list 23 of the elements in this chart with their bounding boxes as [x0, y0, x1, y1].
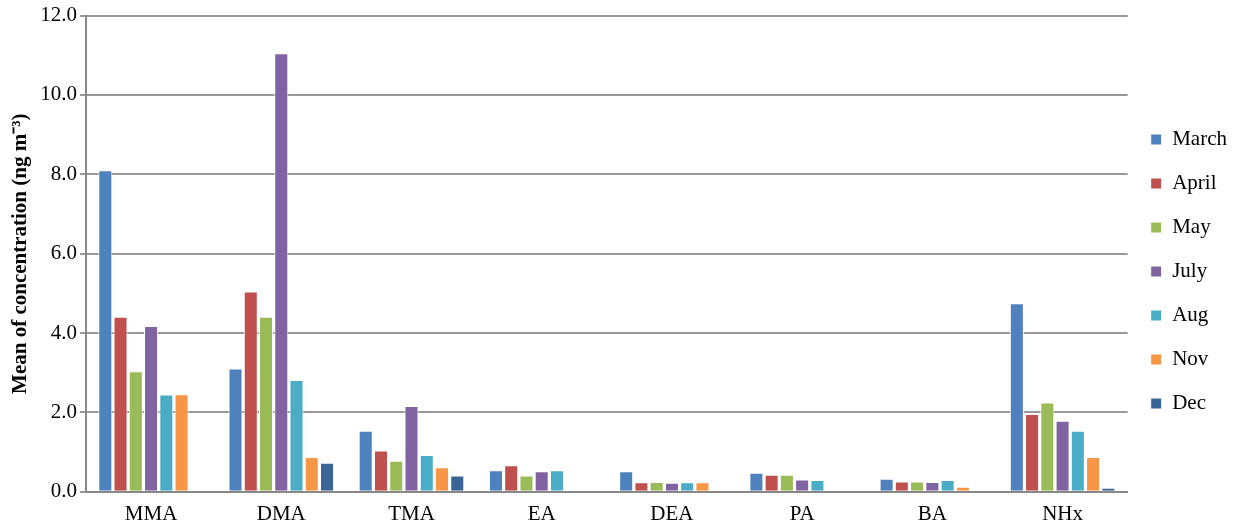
x-tick-label: DMA	[256, 500, 307, 525]
x-tick-label: DEA	[650, 500, 695, 525]
legend-label: April	[1172, 170, 1217, 195]
x-tick-label: PA	[789, 500, 816, 525]
y-axis-title: Mean of concentration (ng m⁻³)	[7, 113, 32, 394]
legend-label: May	[1172, 214, 1212, 239]
y-tick-label: 8.0	[50, 160, 77, 185]
x-tick-label: MMA	[124, 500, 179, 525]
y-tick-label: 6.0	[50, 240, 77, 265]
legend-label: July	[1172, 258, 1208, 283]
y-tick-label: 2.0	[50, 398, 77, 423]
legend-label: March	[1172, 126, 1228, 151]
y-tick-label: 4.0	[50, 319, 77, 344]
y-tick-label: 12.0	[40, 2, 77, 27]
legend-label: Nov	[1172, 346, 1209, 371]
x-tick-label: NHx	[1042, 500, 1084, 525]
x-tick-label: TMA	[388, 500, 436, 525]
x-tick-label: BA	[917, 500, 948, 525]
legend-label: Dec	[1172, 390, 1207, 415]
x-tick-label: EA	[527, 500, 557, 525]
y-tick-label: 0.0	[50, 478, 77, 503]
y-tick-label: 10.0	[40, 81, 77, 106]
legend-label: Aug	[1172, 302, 1209, 327]
